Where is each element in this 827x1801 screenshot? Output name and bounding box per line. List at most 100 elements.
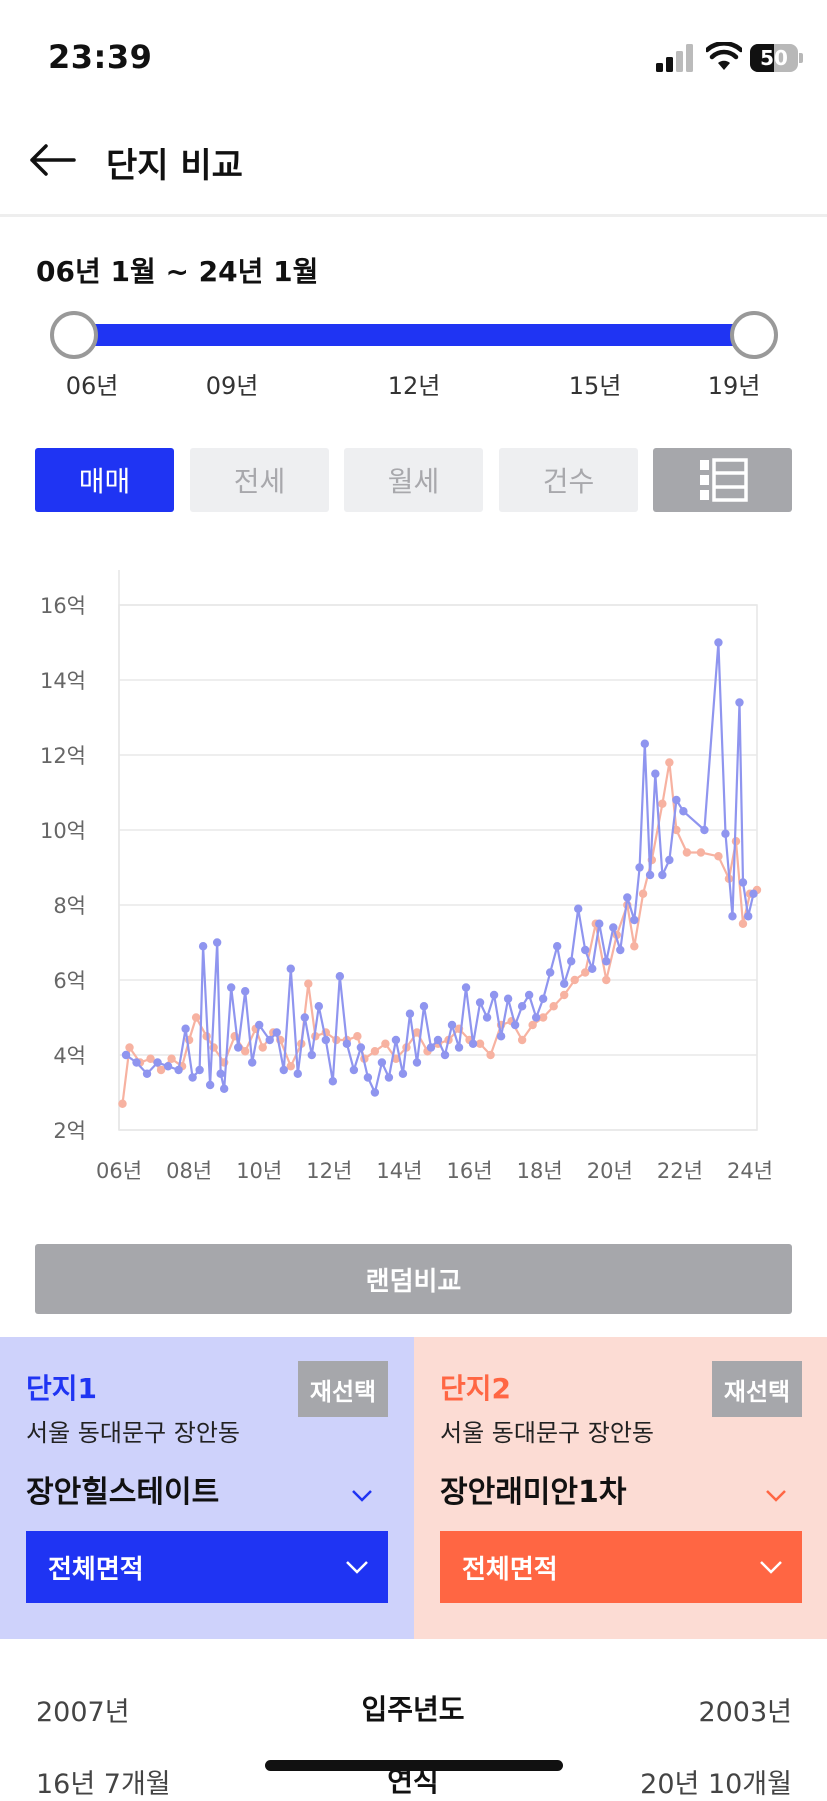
series-1-point: [559, 979, 569, 988]
series-1-point: [286, 964, 295, 973]
series-1-point: [342, 1039, 352, 1048]
series-1-point: [293, 1069, 302, 1078]
series-1-point: [454, 1043, 464, 1052]
range-tick-label: 15년: [568, 372, 622, 400]
series-1-point: [279, 1065, 288, 1075]
series-2-point: [630, 942, 639, 951]
series-1-point: [188, 1073, 197, 1082]
series-1-point: [651, 769, 660, 778]
series-1-point: [314, 1002, 324, 1011]
series-2-point: [658, 799, 667, 808]
range-slider-start-handle[interactable]: [50, 311, 98, 359]
series-1-point: [679, 807, 688, 816]
tab-monthly-rent[interactable]: 월세: [344, 448, 483, 512]
series-2-point: [258, 1043, 267, 1052]
x-tick-label: 20년: [587, 1159, 633, 1183]
series-1-point: [370, 1088, 380, 1097]
y-tick-label: 6억: [53, 969, 86, 993]
series-1-point: [609, 923, 618, 932]
list-view-button[interactable]: [653, 448, 792, 512]
chevron-down-icon: [760, 1561, 782, 1574]
y-tick-label: 16억: [40, 594, 86, 618]
complex1-address: 서울 동대문구 장안동: [26, 1419, 240, 1447]
series-2-point: [412, 1028, 422, 1037]
complex2-area-select[interactable]: 전체면적: [440, 1531, 802, 1603]
series-2-point: [738, 919, 748, 928]
series-1-point: [335, 972, 345, 981]
complex2-panel: 단지2 재선택 서울 동대문구 장안동 장안래미안1차 전체면적: [414, 1337, 827, 1639]
series-1-point: [226, 983, 236, 992]
x-tick-label: 24년: [727, 1159, 773, 1183]
range-slider-track[interactable]: [74, 324, 754, 346]
date-range-label: 06년 1월 ~ 24년 1월: [36, 255, 319, 288]
list-view-icon: [699, 458, 748, 502]
series-2-point: [353, 1032, 362, 1041]
header-divider: [0, 214, 827, 217]
complex2-tag: 단지2: [440, 1372, 512, 1405]
tab-count[interactable]: 건수: [499, 448, 638, 512]
series-1-point: [233, 1043, 243, 1052]
y-tick-label: 14억: [40, 669, 86, 693]
y-tick-label: 2억: [53, 1119, 86, 1143]
series-2-point: [714, 852, 723, 861]
y-tick-label: 8억: [53, 894, 86, 918]
series-1-point: [738, 878, 748, 887]
complex1-panel: 단지1 재선택 서울 동대문구 장안동 장안힐스테이트 전체면적: [0, 1337, 414, 1639]
status-time: 23:39: [48, 38, 153, 76]
range-slider-end-handle[interactable]: [730, 311, 778, 359]
series-1-point: [735, 698, 744, 707]
series-1-point: [321, 1035, 331, 1045]
series-2-point: [475, 1039, 485, 1048]
complex2-chevron-down-icon[interactable]: [764, 1483, 788, 1507]
range-tick-label: 12년: [387, 372, 441, 400]
complex1-chevron-down-icon[interactable]: [350, 1483, 374, 1507]
series-1-point: [272, 1028, 281, 1037]
series-1-point: [635, 863, 644, 872]
series-1-point: [349, 1065, 359, 1075]
back-arrow-icon[interactable]: [26, 140, 78, 180]
complex2-reselect-button[interactable]: 재선택: [712, 1361, 802, 1417]
series-1-point: [744, 912, 753, 921]
tab-jeonse[interactable]: 전세: [190, 448, 329, 512]
series-1-point: [163, 1062, 173, 1071]
series-2-point: [528, 1020, 537, 1030]
series-1-point: [240, 987, 250, 996]
series-2-point: [125, 1043, 134, 1052]
series-1-point: [419, 1002, 429, 1011]
series-2-point: [156, 1065, 166, 1075]
series-1-point: [749, 889, 758, 898]
complex1-reselect-button[interactable]: 재선택: [298, 1361, 388, 1417]
home-indicator: [265, 1760, 563, 1771]
series-1-point: [665, 855, 674, 865]
series-2-point: [191, 1013, 201, 1022]
move-in-year-label: 입주년도: [361, 1693, 465, 1726]
x-tick-label: 06년: [96, 1159, 142, 1183]
x-tick-label: 14년: [376, 1159, 422, 1183]
series-1-point: [132, 1058, 141, 1067]
series-1-point: [468, 1039, 478, 1048]
series-2-point: [665, 758, 674, 767]
series-1-point: [482, 1013, 492, 1022]
random-compare-button[interactable]: 랜덤비교: [35, 1244, 792, 1314]
battery-level: 50: [760, 46, 788, 70]
series-1-point: [153, 1058, 162, 1067]
series-2-point: [381, 1039, 390, 1048]
complex1-area-select[interactable]: 전체면적: [26, 1531, 388, 1603]
complex2-name: 장안래미안1차: [440, 1475, 627, 1510]
series-1-point: [174, 1065, 183, 1075]
series-1-point: [307, 1050, 317, 1060]
series-2-point: [581, 968, 590, 977]
series-1-line: [125, 641, 755, 1094]
series-1-point: [328, 1077, 338, 1086]
series-1-point: [440, 1050, 450, 1060]
y-tick-label: 4억: [53, 1044, 86, 1068]
series-1-point: [195, 1065, 204, 1075]
series-1-point: [531, 1013, 541, 1022]
tab-sale[interactable]: 매매: [35, 448, 174, 512]
series-1-point: [574, 904, 583, 913]
series-1-point: [595, 919, 604, 928]
x-tick-label: 16년: [447, 1159, 493, 1183]
series-1-point: [363, 1073, 373, 1082]
series-1-point: [524, 990, 534, 1000]
series-1-point: [645, 870, 655, 880]
